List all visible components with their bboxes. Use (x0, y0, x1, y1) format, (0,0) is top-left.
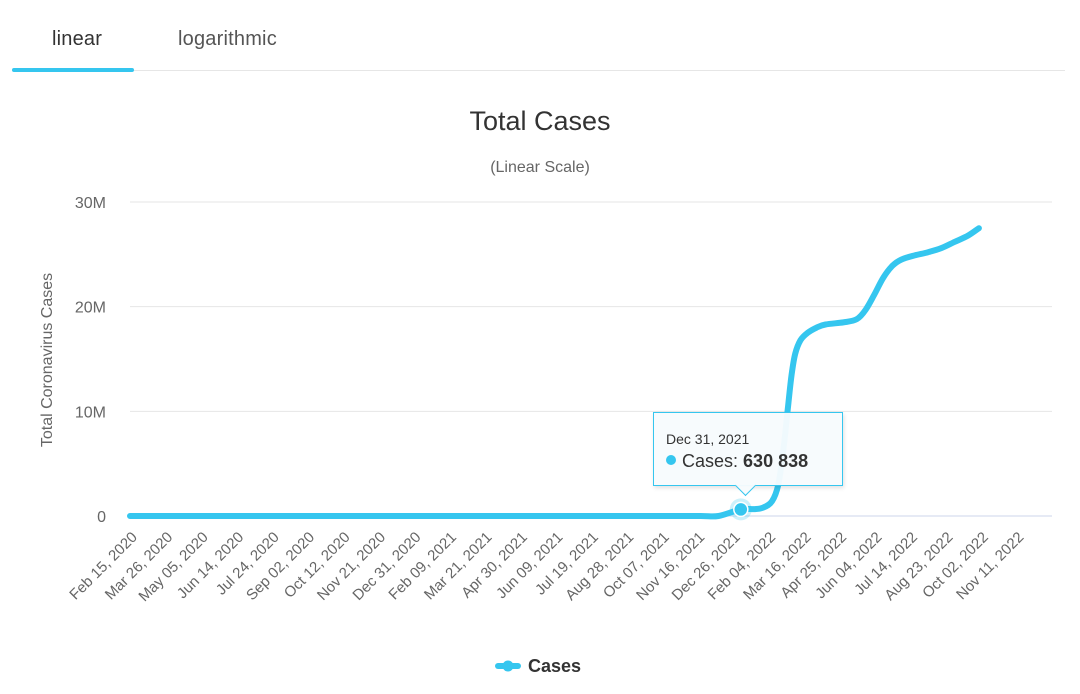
tooltip-row: Cases: 630 838 (666, 451, 808, 472)
tab-logarithmic[interactable]: logarithmic (178, 28, 277, 50)
tooltip-series-name: Cases (682, 451, 734, 471)
y-tick-label: 30M (75, 195, 106, 212)
legend[interactable]: Cases (495, 656, 581, 676)
scale-tabs: linear logarithmic (12, 0, 1065, 72)
tooltip-series-dot-icon (666, 455, 676, 465)
chart-title: Total Cases (469, 106, 610, 136)
data-tooltip: Dec 31, 2021 Cases: 630 838 (653, 412, 843, 497)
series-line (127, 225, 982, 520)
tab-linear[interactable]: linear (52, 28, 103, 50)
y-axis-title: Total Coronavirus Cases (39, 273, 56, 447)
highlight-point (733, 501, 749, 518)
active-tab-indicator (12, 68, 134, 72)
y-tick-label: 20M (75, 300, 106, 317)
y-axis: 0 10M 20M 30M (75, 195, 106, 526)
chart-subtitle: (Linear Scale) (490, 159, 590, 176)
tooltip-value: 630 838 (743, 451, 809, 471)
grid-lines (130, 201, 1052, 517)
y-tick-label: 10M (75, 404, 106, 421)
y-tick-label: 0 (97, 509, 106, 526)
legend-label[interactable]: Cases (528, 656, 581, 676)
series-cases (127, 225, 982, 521)
tooltip-date: Dec 31, 2021 (666, 431, 750, 447)
legend-marker-icon (502, 660, 514, 672)
